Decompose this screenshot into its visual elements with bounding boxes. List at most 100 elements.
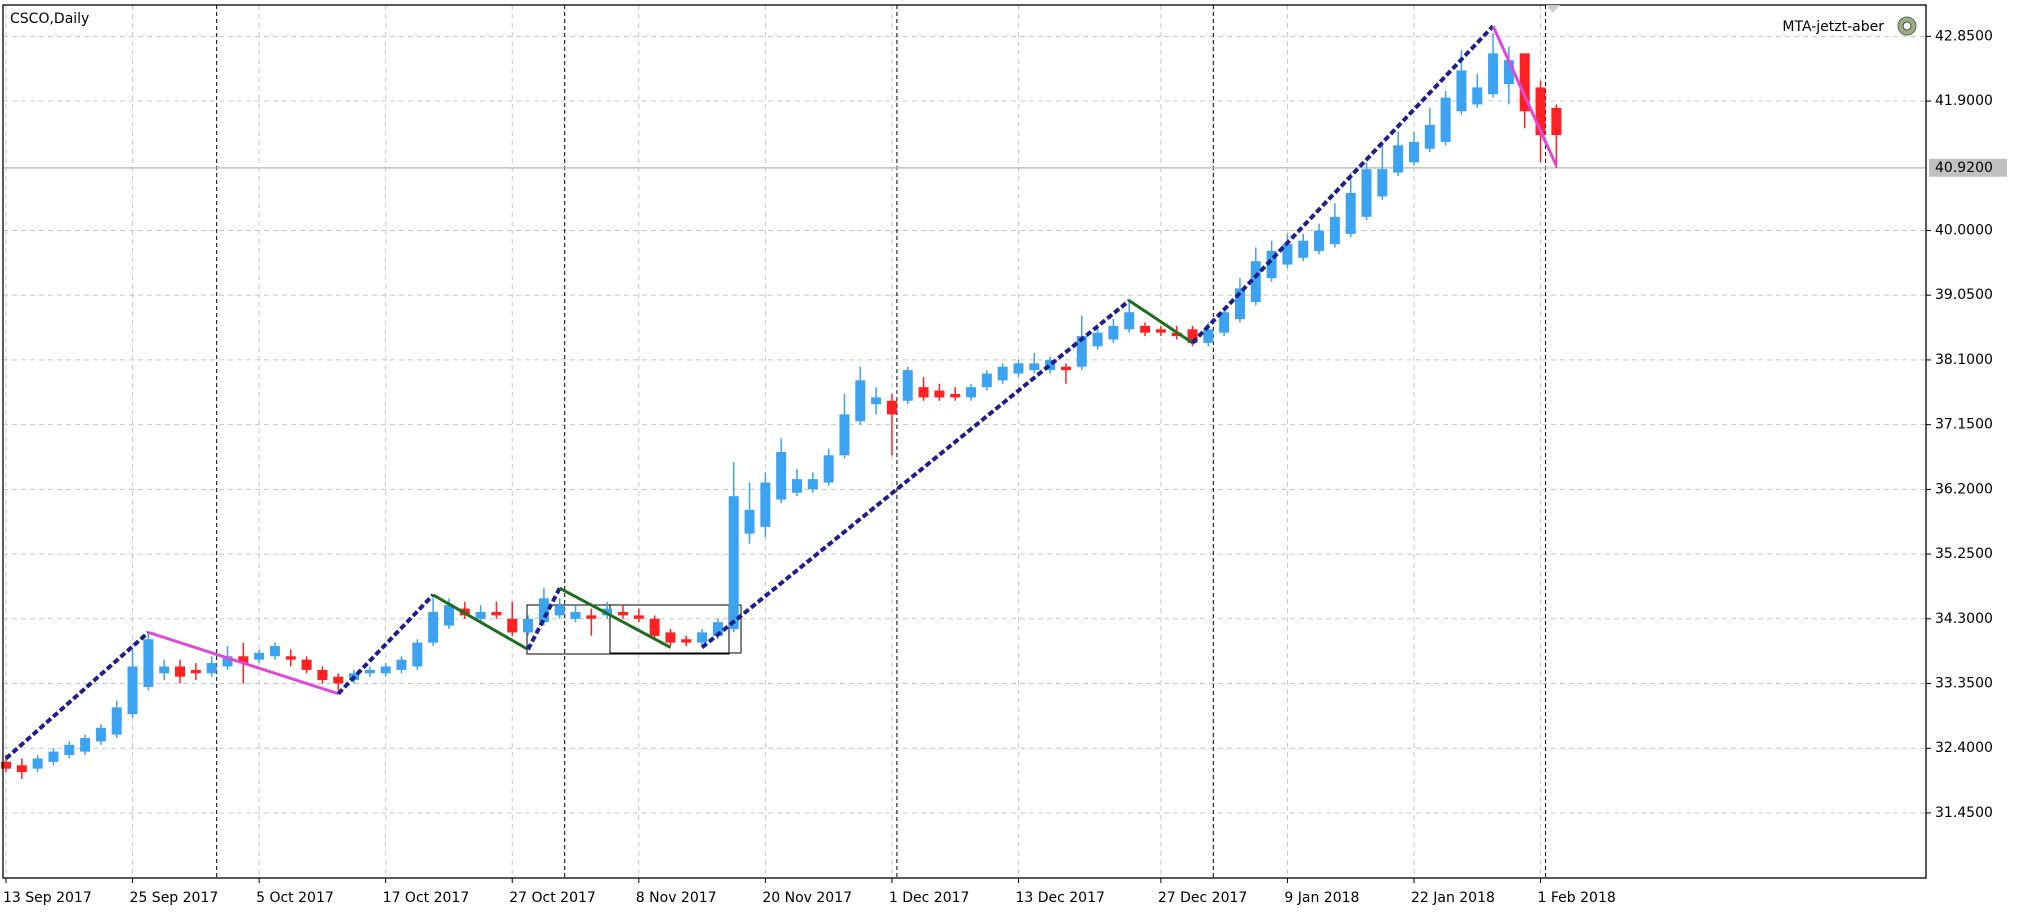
y-tick-label: 32.4000: [1935, 740, 1993, 756]
last-price-box: [1929, 158, 2007, 177]
candle-body: [1124, 312, 1135, 330]
candle-body: [554, 605, 565, 616]
candle-body: [301, 659, 312, 670]
candle-body: [1219, 312, 1230, 333]
grid: [3, 5, 1926, 878]
candle-body: [776, 451, 787, 500]
candle-body: [364, 669, 375, 674]
zigzag-line: [432, 593, 529, 651]
y-tick-label: 31.4500: [1935, 805, 1993, 821]
y-tick-label: 37.1500: [1935, 417, 1993, 433]
zigzag-line: [1491, 25, 1558, 167]
candle-body: [981, 373, 992, 388]
pattern-box: [609, 604, 742, 654]
indicator-icon-dial: [1902, 21, 1912, 31]
candle-body: [317, 669, 328, 681]
candle-body: [95, 727, 106, 742]
y-tick-label: 42.8500: [1935, 28, 1993, 44]
candle-body: [1029, 363, 1040, 371]
y-tick-label: 40.0000: [1935, 222, 1993, 238]
candle-body: [1266, 250, 1277, 279]
candle-body: [617, 611, 628, 616]
candle-body: [285, 656, 296, 660]
indicator-label: MTA-jetzt-aber: [1782, 19, 1884, 35]
candle-body: [1140, 325, 1151, 333]
x-tick-label: 20 Nov 2017: [762, 890, 852, 906]
candle-body: [428, 611, 439, 643]
candle-body: [633, 615, 644, 619]
candle-body: [538, 598, 549, 623]
y-tick-label: 36.2000: [1935, 481, 1993, 497]
candle-body: [1488, 53, 1499, 95]
candle-body: [1456, 70, 1467, 112]
candle-body: [1440, 97, 1451, 142]
candle-body: [728, 496, 739, 630]
candle-body: [1361, 169, 1372, 217]
x-tick-label: 13 Sep 2017: [3, 890, 92, 906]
candle-body: [1282, 244, 1293, 265]
candle-body: [111, 707, 122, 735]
shift-marker: [1546, 5, 1560, 13]
candle-body: [918, 387, 929, 398]
zigzag-line: [336, 593, 435, 696]
candle-body: [1045, 359, 1056, 371]
candle-body: [380, 666, 391, 674]
zigzag-line: [4, 630, 150, 760]
candle-body: [966, 387, 977, 398]
candle-body: [1108, 325, 1119, 340]
candle-body: [127, 666, 138, 715]
candle-body: [902, 370, 913, 401]
candle-body: [807, 479, 818, 490]
candle-body: [1519, 53, 1530, 112]
y-tick-label: 35.2500: [1935, 546, 1993, 562]
zigzag-line: [1191, 24, 1495, 345]
candle-body: [681, 639, 692, 643]
candle-body: [64, 744, 75, 756]
x-tick-label: 1 Feb 2018: [1538, 890, 1616, 906]
candle-body: [254, 652, 265, 660]
x-tick-label: 27 Oct 2017: [509, 890, 596, 906]
candle-body: [1551, 107, 1562, 136]
candle-body: [1187, 329, 1198, 343]
candle-body: [269, 646, 280, 657]
y-tick-label: 41.9000: [1935, 93, 1993, 109]
candle-body: [333, 676, 344, 684]
candle-body: [206, 663, 217, 674]
candle-body: [507, 618, 518, 633]
candle-body: [649, 618, 660, 636]
marks: [1, 24, 1562, 779]
candle-body: [934, 390, 945, 398]
candle-body: [712, 622, 723, 636]
zigzag-line: [700, 299, 1131, 649]
x-tick-label: 22 Jan 2018: [1411, 890, 1495, 906]
candle-body: [1076, 336, 1087, 367]
x-tick-label: 25 Sep 2017: [130, 890, 219, 906]
candle-body: [1, 761, 11, 769]
candle-body: [744, 509, 755, 534]
candle-body: [886, 400, 897, 415]
candle-body: [760, 482, 771, 527]
candle-body: [412, 642, 423, 667]
plot-bg: [3, 5, 1926, 878]
candle-body: [1250, 261, 1261, 303]
candle-body: [159, 666, 170, 674]
candle-body: [1408, 141, 1419, 163]
candle-body: [222, 656, 233, 667]
candle-body: [443, 605, 454, 626]
plot-frame: [2, 4, 1927, 879]
candle-body: [586, 615, 597, 619]
candle-body: [1171, 332, 1182, 337]
candle-body: [48, 751, 59, 762]
candle-body: [1060, 366, 1071, 371]
candle-body: [1345, 193, 1356, 234]
candle-body: [32, 758, 43, 769]
y-tick-label: 34.3000: [1935, 611, 1993, 627]
candle-body: [1535, 87, 1546, 136]
candle-body: [1329, 216, 1340, 245]
candle-body: [80, 738, 91, 752]
candle-body: [238, 656, 249, 664]
x-tick-label: 9 Jan 2018: [1284, 890, 1359, 906]
x-tick-label: 17 Oct 2017: [383, 890, 470, 906]
candle-body: [1013, 363, 1024, 374]
